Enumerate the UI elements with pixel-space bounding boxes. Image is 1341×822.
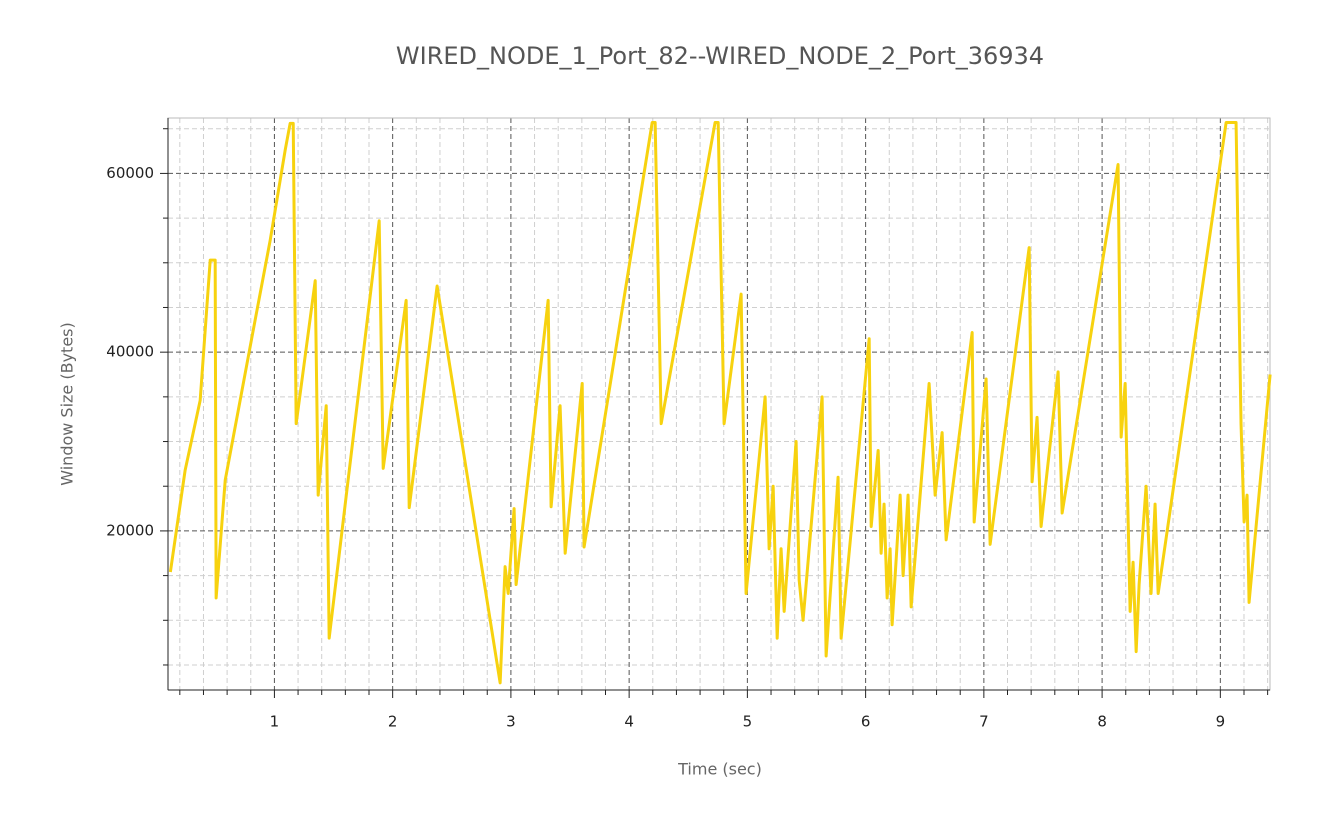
y-tick-label: 20000 <box>106 521 154 539</box>
x-tick-label: 3 <box>506 713 516 731</box>
y-tick-label: 40000 <box>106 343 154 361</box>
x-tick-label: 5 <box>743 713 753 731</box>
x-tick-label: 2 <box>388 713 398 731</box>
x-tick-label: 6 <box>861 713 871 731</box>
x-tick-label: 9 <box>1216 713 1226 731</box>
data-line <box>168 120 1272 685</box>
chart-title: WIRED_NODE_1_Port_82--WIRED_NODE_2_Port_… <box>396 42 1044 70</box>
y-tick-label: 60000 <box>106 164 154 182</box>
x-tick-label: 7 <box>979 713 989 731</box>
x-tick-label: 8 <box>1097 713 1107 731</box>
x-axis-label: Time (sec) <box>677 760 762 779</box>
x-tick-label: 4 <box>624 713 634 731</box>
x-tick-label: 1 <box>270 713 280 731</box>
y-axis-label: Window Size (Bytes) <box>58 322 77 485</box>
